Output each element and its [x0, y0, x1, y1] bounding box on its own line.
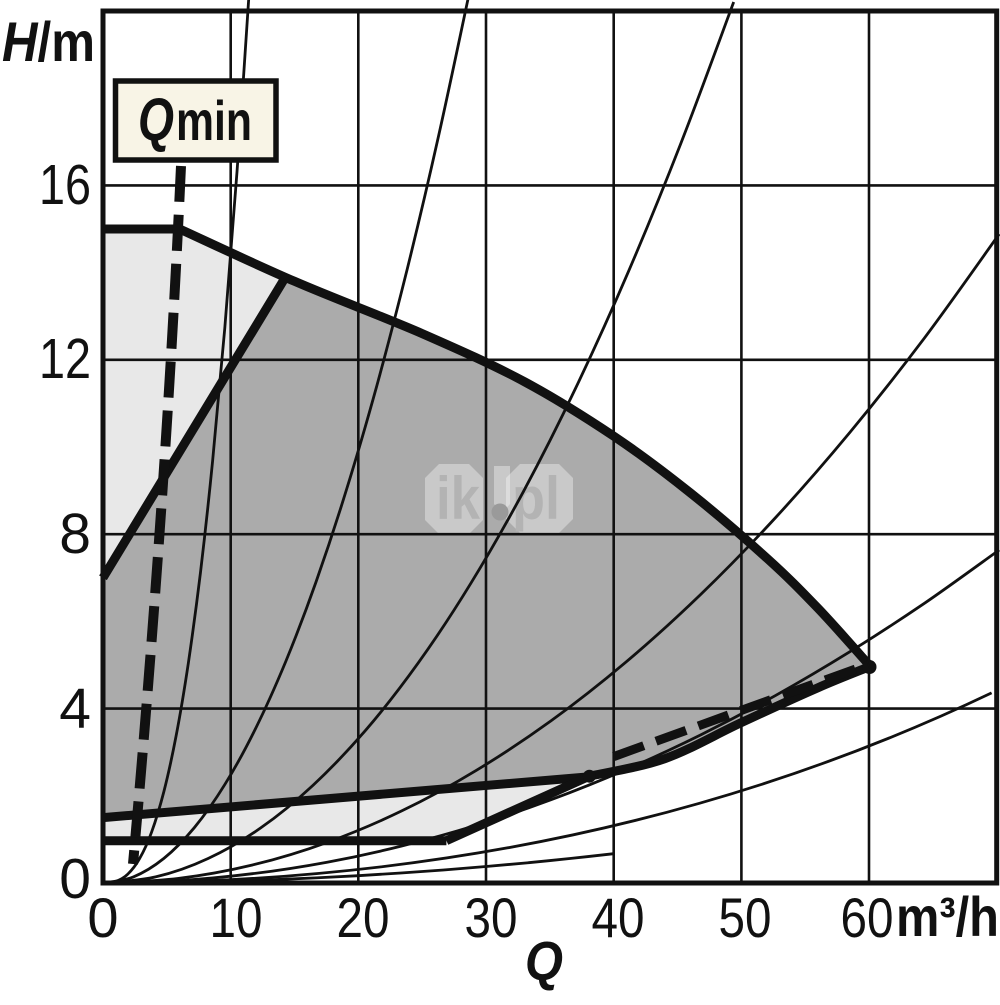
svg-text:0: 0: [87, 886, 118, 949]
svg-text:50: 50: [719, 886, 772, 949]
svg-text:20: 20: [337, 886, 390, 949]
svg-text:30: 30: [465, 886, 518, 949]
svg-text:ik: ik: [436, 465, 481, 532]
svg-text:12: 12: [39, 327, 91, 391]
svg-text:0: 0: [59, 847, 91, 911]
svg-text:H/m: H/m: [2, 10, 95, 73]
svg-text:min: min: [176, 89, 252, 152]
svg-text:Q: Q: [138, 86, 174, 153]
svg-text:Q: Q: [525, 930, 563, 992]
svg-text:8: 8: [59, 502, 91, 566]
svg-text:40: 40: [592, 886, 645, 949]
svg-text:60: 60: [841, 886, 894, 949]
svg-text:m³/h: m³/h: [896, 885, 999, 948]
svg-text:16: 16: [39, 153, 91, 217]
svg-text:4: 4: [59, 677, 91, 741]
svg-text:10: 10: [210, 886, 263, 949]
